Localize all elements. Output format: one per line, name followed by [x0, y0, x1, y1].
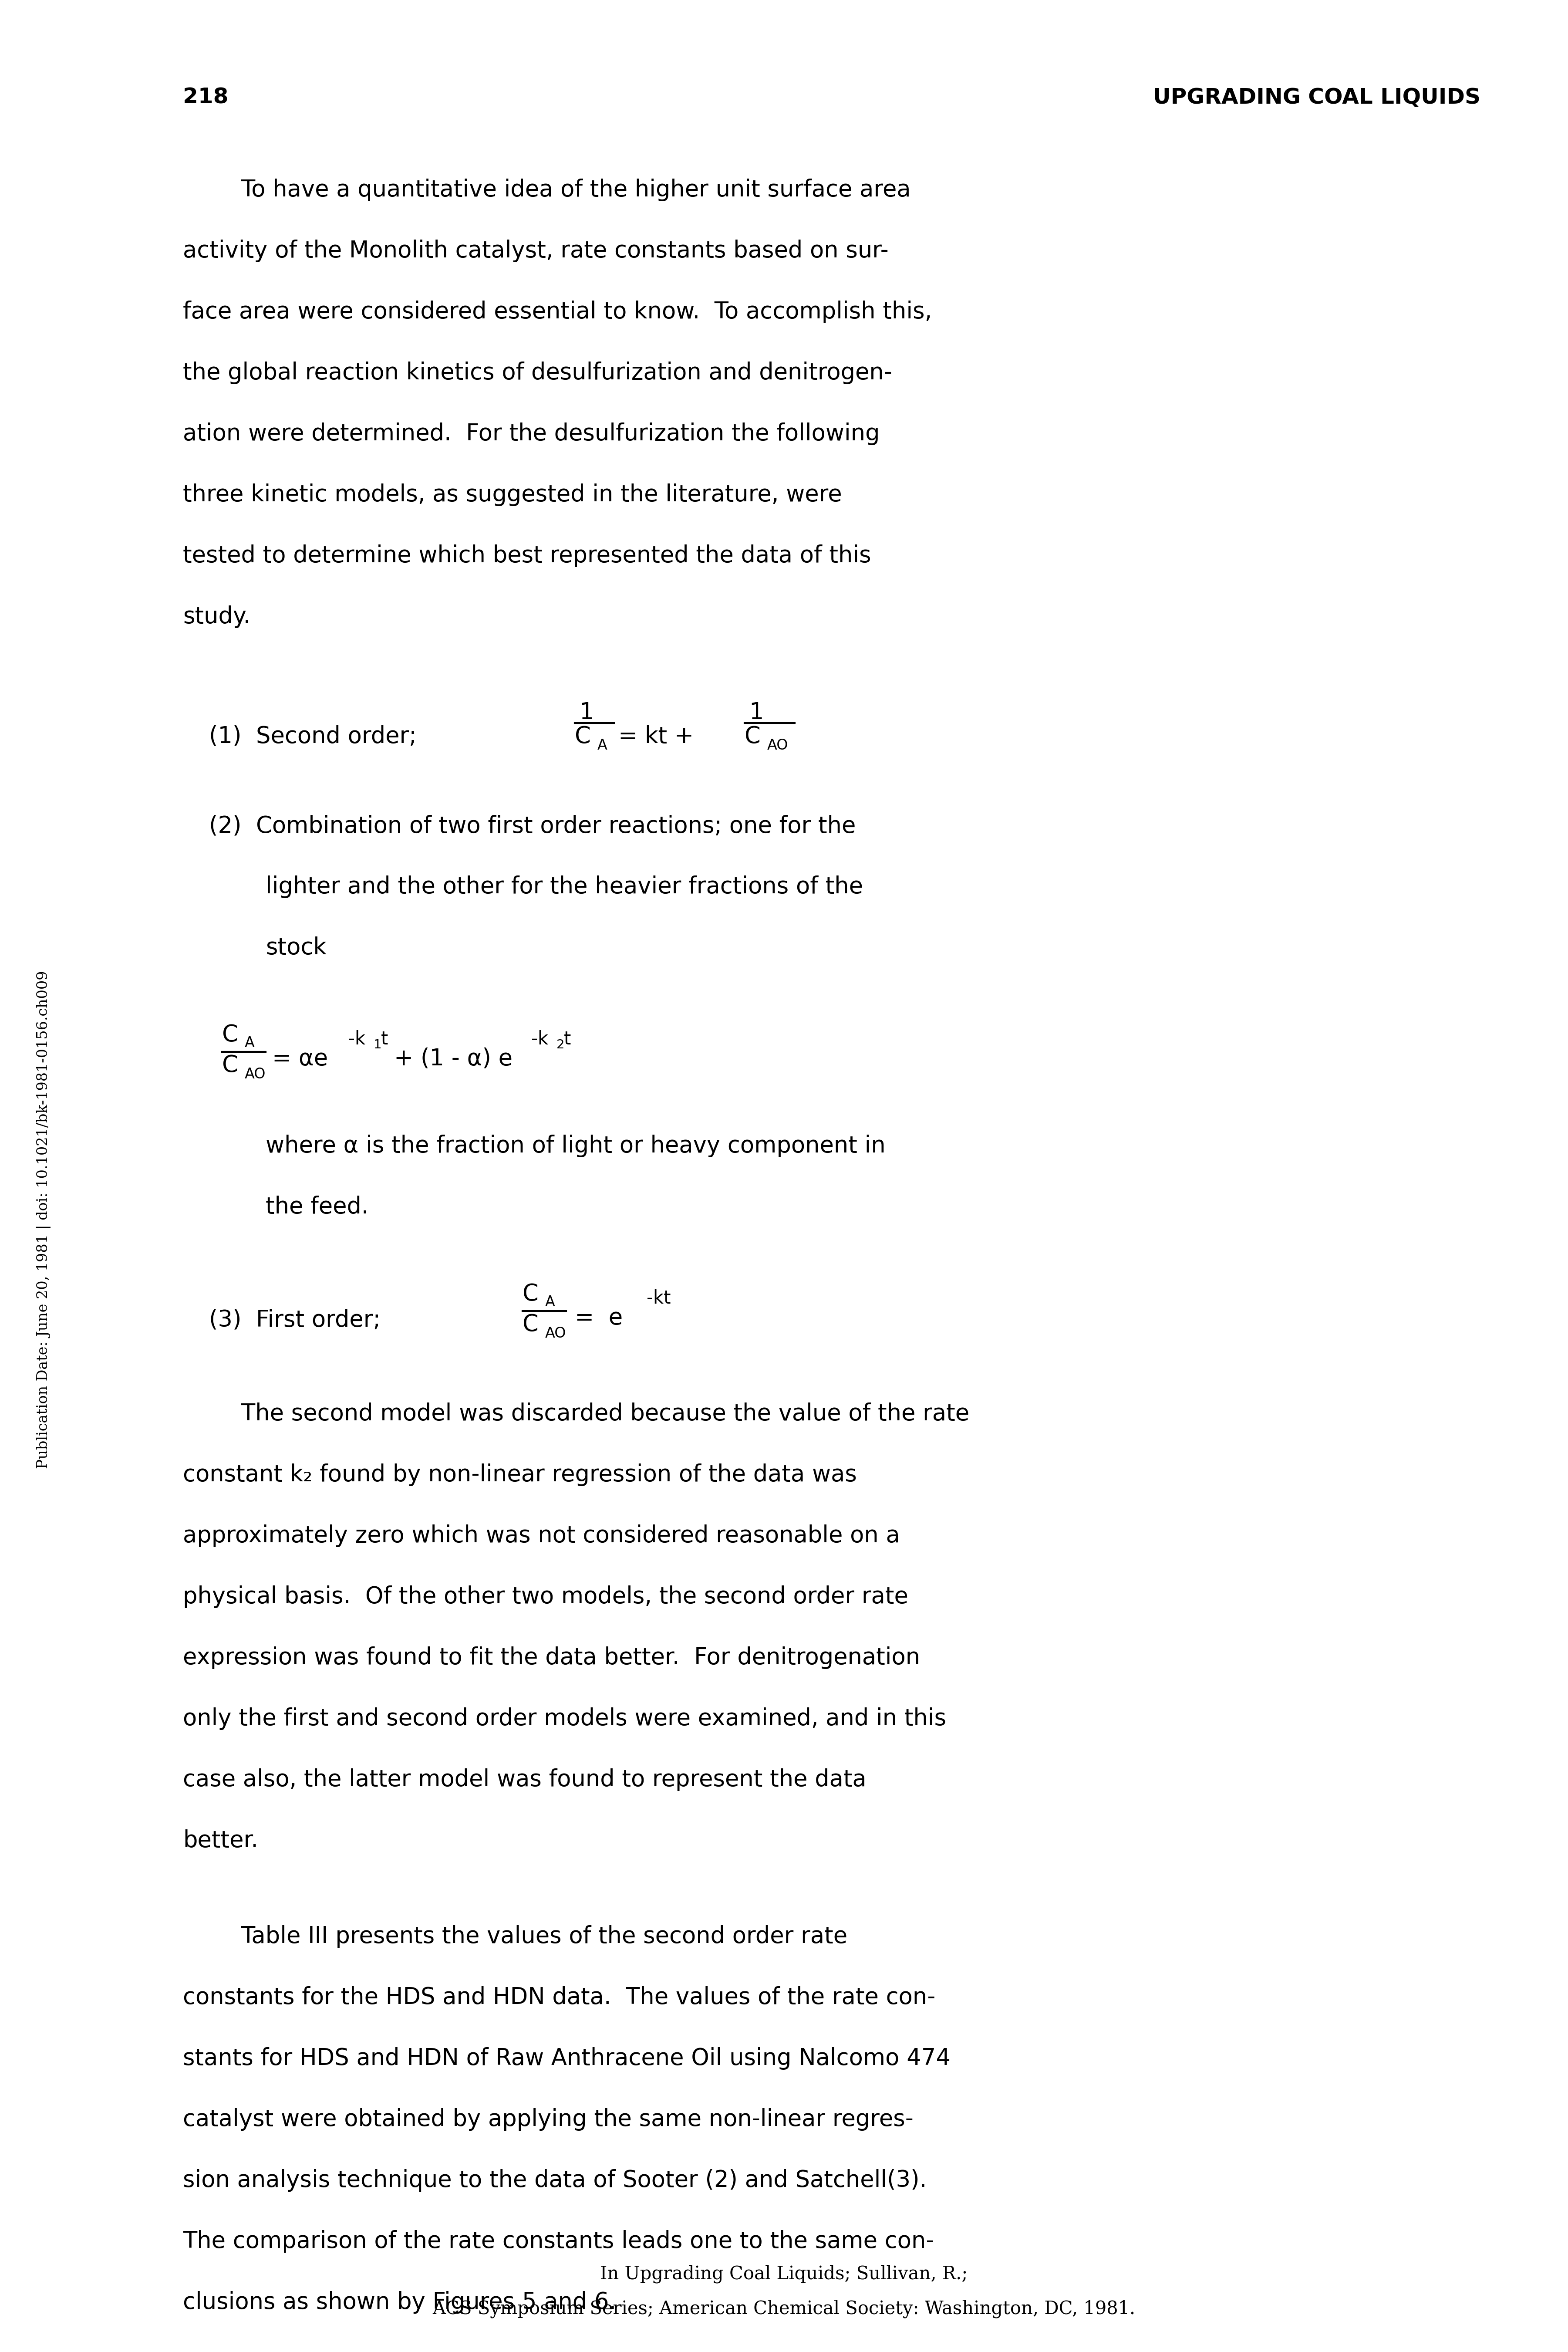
Text: catalyst were obtained by applying the same non-linear regres-: catalyst were obtained by applying the s…: [183, 2107, 914, 2131]
Text: 1: 1: [579, 701, 594, 724]
Text: approximately zero which was not considered reasonable on a: approximately zero which was not conside…: [183, 1524, 900, 1548]
Text: AO: AO: [546, 1327, 566, 1341]
Text: + (1 - α) e: + (1 - α) e: [394, 1047, 513, 1070]
Text: = kt +: = kt +: [618, 724, 693, 748]
Text: C: C: [223, 1023, 238, 1047]
Text: t: t: [381, 1030, 389, 1049]
Text: (1)  Second order;: (1) Second order;: [209, 724, 417, 748]
Text: = αe: = αe: [273, 1047, 328, 1070]
Text: A: A: [245, 1035, 254, 1049]
Text: A: A: [546, 1296, 555, 1310]
Text: face area were considered essential to know.  To accomplish this,: face area were considered essential to k…: [183, 301, 931, 322]
Text: The second model was discarded because the value of the rate: The second model was discarded because t…: [183, 1402, 969, 1425]
Text: To have a quantitative idea of the higher unit surface area: To have a quantitative idea of the highe…: [183, 179, 911, 202]
Text: -k: -k: [348, 1030, 365, 1049]
Text: The comparison of the rate constants leads one to the same con-: The comparison of the rate constants lea…: [183, 2230, 935, 2253]
Text: Publication Date: June 20, 1981 | doi: 10.1021/bk-1981-0156.ch009: Publication Date: June 20, 1981 | doi: 1…: [36, 971, 50, 1468]
Text: ation were determined.  For the desulfurization the following: ation were determined. For the desulfuri…: [183, 423, 880, 445]
Text: t: t: [564, 1030, 571, 1049]
Text: 1: 1: [373, 1040, 381, 1051]
Text: physical basis.  Of the other two models, the second order rate: physical basis. Of the other two models,…: [183, 1585, 908, 1609]
Text: 218: 218: [183, 87, 229, 108]
Text: AO: AO: [245, 1068, 267, 1082]
Text: In Upgrading Coal Liquids; Sullivan, R.;: In Upgrading Coal Liquids; Sullivan, R.;: [601, 2265, 967, 2284]
Text: 1: 1: [750, 701, 764, 724]
Text: C: C: [223, 1054, 238, 1077]
Text: constant k₂ found by non-linear regression of the data was: constant k₂ found by non-linear regressi…: [183, 1463, 856, 1486]
Text: better.: better.: [183, 1830, 259, 1851]
Text: where α is the fraction of light or heavy component in: where α is the fraction of light or heav…: [265, 1134, 886, 1157]
Text: =  e: = e: [575, 1308, 622, 1329]
Text: only the first and second order models were examined, and in this: only the first and second order models w…: [183, 1708, 946, 1731]
Text: -k: -k: [532, 1030, 549, 1049]
Text: C: C: [522, 1282, 538, 1305]
Text: C: C: [522, 1312, 538, 1336]
Text: sion analysis technique to the data of Sooter (2) and Satchell(3).: sion analysis technique to the data of S…: [183, 2169, 927, 2192]
Text: case also, the latter model was found to represent the data: case also, the latter model was found to…: [183, 1769, 867, 1790]
Text: the global reaction kinetics of desulfurization and denitrogen-: the global reaction kinetics of desulfur…: [183, 362, 892, 383]
Text: expression was found to fit the data better.  For denitrogenation: expression was found to fit the data bet…: [183, 1646, 920, 1670]
Text: three kinetic models, as suggested in the literature, were: three kinetic models, as suggested in th…: [183, 485, 842, 506]
Text: AO: AO: [767, 739, 789, 753]
Text: study.: study.: [183, 604, 251, 628]
Text: Table III presents the values of the second order rate: Table III presents the values of the sec…: [183, 1926, 847, 1947]
Text: UPGRADING COAL LIQUIDS: UPGRADING COAL LIQUIDS: [1152, 87, 1480, 108]
Text: A: A: [597, 739, 607, 753]
Text: lighter and the other for the heavier fractions of the: lighter and the other for the heavier fr…: [265, 875, 862, 898]
Text: stants for HDS and HDN of Raw Anthracene Oil using Nalcomo 474: stants for HDS and HDN of Raw Anthracene…: [183, 2046, 950, 2070]
Text: activity of the Monolith catalyst, rate constants based on sur-: activity of the Monolith catalyst, rate …: [183, 240, 889, 261]
Text: (2)  Combination of two first order reactions; one for the: (2) Combination of two first order react…: [209, 814, 856, 837]
Text: -kt: -kt: [646, 1289, 671, 1308]
Text: clusions as shown by Figures 5 and 6.: clusions as shown by Figures 5 and 6.: [183, 2291, 616, 2314]
Text: the feed.: the feed.: [265, 1195, 368, 1218]
Text: 2: 2: [557, 1040, 564, 1051]
Text: (3)  First order;: (3) First order;: [209, 1308, 381, 1331]
Text: stock: stock: [265, 936, 326, 960]
Text: C: C: [745, 724, 760, 748]
Text: ACS Symposium Series; American Chemical Society: Washington, DC, 1981.: ACS Symposium Series; American Chemical …: [433, 2300, 1135, 2319]
Text: C: C: [575, 724, 591, 748]
Text: tested to determine which best represented the data of this: tested to determine which best represent…: [183, 543, 872, 567]
Text: constants for the HDS and HDN data.  The values of the rate con-: constants for the HDS and HDN data. The …: [183, 1985, 936, 2009]
